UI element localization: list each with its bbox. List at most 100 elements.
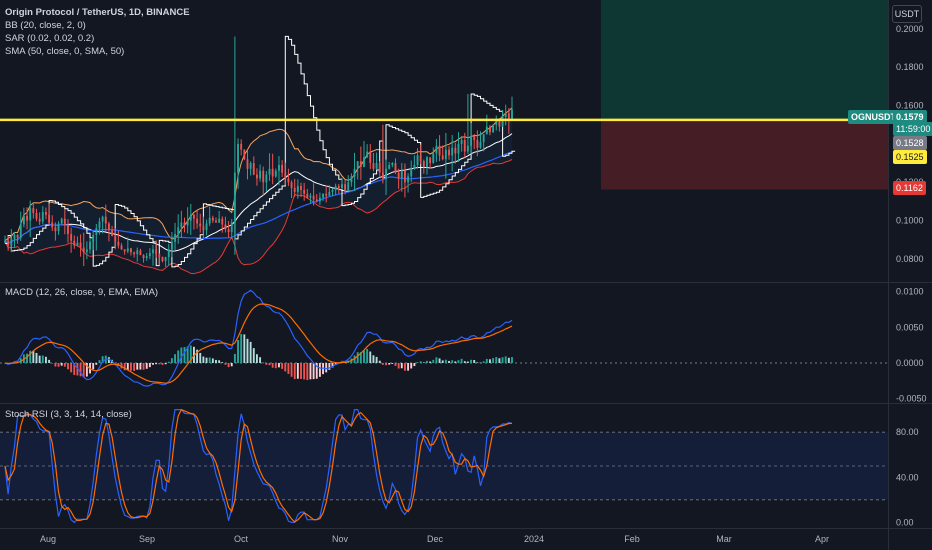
macd-histogram-bar — [287, 363, 290, 374]
candle-body — [498, 120, 501, 127]
candle-body — [101, 216, 104, 222]
macd-histogram-bar — [268, 363, 271, 366]
macd-histogram-bar — [82, 363, 85, 378]
macd-histogram-bar — [489, 359, 491, 363]
candle-body — [133, 252, 136, 255]
candle-body — [174, 234, 176, 242]
macd-histogram-bar — [148, 363, 151, 368]
candle-body — [444, 149, 447, 160]
candle-body — [111, 230, 114, 236]
macd-histogram-bar — [438, 358, 441, 363]
sma-line — [4, 151, 513, 244]
macd-histogram-bar — [221, 362, 224, 363]
candle-body — [252, 163, 255, 175]
candle-body — [136, 250, 139, 255]
macd-histogram-bar — [366, 348, 369, 363]
macd-histogram-bar — [41, 355, 44, 363]
macd-histogram-bar — [463, 361, 466, 363]
candle-body — [426, 157, 428, 167]
candle-body — [271, 168, 274, 177]
macd-histogram-bar — [60, 363, 63, 366]
candle-body — [233, 172, 236, 223]
macd-histogram-bar — [101, 356, 104, 363]
macd-histogram-bar — [92, 363, 95, 370]
macd-histogram-bar — [293, 363, 296, 380]
macd-histogram-bar — [454, 361, 457, 363]
candle-body — [139, 250, 142, 256]
macd-histogram-bar — [63, 363, 66, 367]
macd-axis-label: 0.0000 — [896, 358, 924, 368]
candle-body — [73, 240, 76, 246]
macd-histogram-bar — [139, 363, 142, 370]
time-axis-label: Apr — [815, 534, 829, 544]
candle-body — [265, 174, 268, 183]
signal-line — [4, 303, 513, 384]
price-axis-label: 0.0800 — [896, 254, 924, 264]
stoch-legend: Stoch RSI (3, 3, 14, 14, close) — [5, 409, 132, 420]
macd-histogram-bar — [303, 363, 306, 380]
macd-histogram-bar — [38, 355, 41, 363]
profit-zone — [601, 0, 888, 120]
candle-body — [278, 164, 280, 171]
candle-body — [284, 172, 287, 179]
currency-button[interactable]: USDT — [892, 5, 922, 23]
candle-body — [227, 229, 230, 233]
price-axis-label: 0.1000 — [896, 216, 924, 226]
time-axis-label: Mar — [716, 534, 732, 544]
macd-histogram-bar — [205, 357, 208, 363]
candle-body — [344, 184, 347, 190]
macd-histogram-bar — [252, 348, 255, 363]
macd-histogram-bar — [470, 359, 473, 363]
macd-histogram-bar — [375, 356, 378, 363]
macd-histogram-bar — [233, 353, 236, 363]
macd-histogram-bar — [98, 360, 101, 363]
candle-body — [388, 164, 391, 169]
bb-upper-line — [4, 107, 513, 242]
macd-histogram-bar — [410, 363, 413, 369]
macd-histogram-bar — [300, 363, 302, 379]
macd-histogram-bar — [177, 350, 180, 363]
macd-histogram-bar — [278, 363, 280, 368]
macd-histogram-bar — [331, 363, 334, 368]
candle-body — [432, 153, 435, 164]
candle-body — [482, 134, 485, 142]
macd-axis-label: -0.0050 — [896, 394, 927, 404]
macd-histogram-bar — [485, 358, 488, 363]
macd-histogram-bar — [167, 361, 170, 363]
candle-body — [359, 161, 362, 167]
macd-histogram-bar — [381, 363, 384, 365]
candle-body — [438, 145, 441, 156]
macd-histogram-bar — [26, 353, 28, 363]
macd-histogram-bar — [274, 363, 277, 369]
macd-histogram-bar — [240, 334, 243, 363]
candle-body — [130, 248, 132, 253]
price-legend: Origin Protocol / TetherUS, 1D, BINANCE … — [5, 6, 190, 58]
candle-body — [79, 242, 82, 248]
candle-body — [107, 223, 110, 231]
candle-body — [328, 191, 331, 196]
candle-body — [155, 249, 158, 255]
candle-body — [208, 217, 211, 224]
level-value-tag: 0.1525 — [893, 150, 927, 164]
candle-body — [479, 141, 482, 148]
candle-body — [400, 170, 403, 179]
macd-histogram-bar — [441, 360, 444, 363]
candle-body — [189, 214, 192, 221]
candle-body — [114, 235, 117, 242]
candle-body — [331, 189, 334, 192]
macd-histogram-bar — [145, 363, 148, 369]
macd-histogram-bar — [123, 363, 126, 371]
candle-body — [394, 163, 397, 173]
last-price-tag: 0.1579 — [893, 110, 927, 124]
candle-body — [95, 228, 98, 235]
candle-body — [211, 217, 214, 221]
price-axis-label: 0.1800 — [896, 62, 924, 72]
candle-body — [82, 247, 85, 253]
macd-histogram-bar — [435, 357, 438, 363]
macd-histogram-bar — [482, 361, 485, 363]
candle-body — [22, 215, 25, 225]
macd-histogram-bar — [114, 363, 117, 364]
candle-body — [76, 242, 79, 246]
candle-body — [403, 170, 406, 183]
